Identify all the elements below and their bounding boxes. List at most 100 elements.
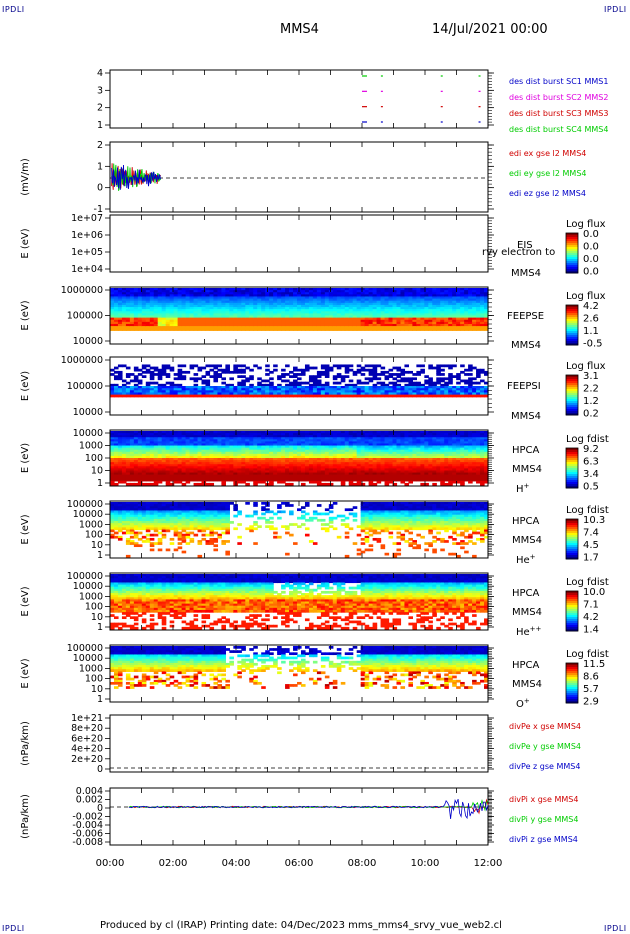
hpca_o-cbar-label: 8.6 xyxy=(583,672,599,683)
hpca_o-ytick-label: 1000 xyxy=(79,663,103,674)
hpca_he2-ytick-label: 1 xyxy=(97,622,103,633)
footer-credit: Produced by cl (IRAP) Printing date: 04/… xyxy=(100,920,502,931)
hpca_h-cbar-label: 6.3 xyxy=(583,457,599,468)
hpca_he2-cbar-cell xyxy=(566,597,578,600)
feeps_e-cbar-cell xyxy=(566,323,578,326)
edi-legend-0: edi ex gse l2 MMS4 xyxy=(509,149,586,158)
eis-cbar-cell xyxy=(566,267,578,270)
hpca_he-cbar-cell xyxy=(566,551,578,554)
hpca_o-species-label: O+ xyxy=(516,697,530,710)
hpca_he-cbar-cell xyxy=(566,521,578,524)
hpca_h-cbar-cell xyxy=(566,482,578,485)
hpca_o-cbar-cell xyxy=(566,677,578,680)
hpca_h-cbar-frame xyxy=(565,447,579,489)
hpca_he2-instrument-label: HPCA xyxy=(512,588,540,599)
edi-ytick-label: 0 xyxy=(97,183,103,194)
hpca_he-ytick-label: 1000 xyxy=(79,519,103,530)
feeps_e-cbar-cell xyxy=(566,319,578,322)
eis-cbar-cell xyxy=(566,263,578,266)
feeps_e-cbar-label: 4.2 xyxy=(583,301,599,312)
hpca_o-cbar-cell xyxy=(566,679,578,682)
feeps_e-xticks xyxy=(109,287,489,344)
divpi-ylabel: (nPa/km) xyxy=(20,794,31,839)
eis-cbar-cell xyxy=(566,265,578,268)
hpca_he-ytick-label: 10 xyxy=(91,540,103,551)
hpca_he-cbar-label: 1.7 xyxy=(583,553,599,564)
hpca_h-cbar-cell xyxy=(566,450,578,453)
corner-label-top-left: IPDLI xyxy=(2,5,25,14)
feeps_e-cbar-cell xyxy=(566,321,578,324)
hpca_h-cbar-label: 3.4 xyxy=(583,469,599,480)
feeps_e-cbar-title: Log flux xyxy=(566,291,606,302)
hpca_h-ytick-label: 10000 xyxy=(73,428,103,439)
hpca_he-xticks xyxy=(109,501,489,558)
hpca_o-cbar-cell xyxy=(566,693,578,696)
hpca_o-cbar-cell xyxy=(566,695,578,698)
feeps_e-yticks: 1000000 100000 10000 xyxy=(61,285,494,347)
feeps_e-cbar-cell xyxy=(566,309,578,312)
hpca_h-cbar-cell xyxy=(566,486,578,489)
hpca_he2-cbar-cell xyxy=(566,613,578,616)
eis-cbar-cell xyxy=(566,261,578,264)
hpca_h-cbar-label: 0.5 xyxy=(583,482,599,493)
eis-yticks: 1e+07 1e+06 1e+05 1e+04 xyxy=(71,213,494,275)
feeps_i-cbar-cell xyxy=(566,387,578,390)
feeps_e-ylabel: E (eV) xyxy=(20,300,31,330)
hpca_o-ytick-label: 10 xyxy=(91,684,103,695)
feeps_i-sc-label: MMS4 xyxy=(511,411,541,422)
edi-legend-1: edi ey gse l2 MMS4 xyxy=(509,169,587,178)
x-tick-label: 08:00 xyxy=(348,858,377,869)
divpe-ytick-label: 6e+20 xyxy=(71,733,103,744)
hpca_he2-cbar-label: 10.0 xyxy=(583,587,605,598)
feeps_i-ylabel: E (eV) xyxy=(20,371,31,401)
hpca_o-xticks xyxy=(109,645,489,702)
hpca_o-cbar-label: 11.5 xyxy=(583,659,605,670)
hpca_he-species-label: He+ xyxy=(516,553,536,566)
eis-xticks xyxy=(109,215,489,272)
divpe-ytick-label: 4e+20 xyxy=(71,744,103,755)
eis-cbar-cell xyxy=(566,257,578,260)
feeps_i-cbar-cell xyxy=(566,407,578,410)
hpca_he-cbar-cell xyxy=(566,527,578,530)
hpca_h-ylabel: E (eV) xyxy=(20,443,31,473)
hpca_he-cbar-cell xyxy=(566,533,578,536)
corner-label-top-right: IPDLI xyxy=(604,5,627,14)
divpi-ytick-label: 0.002 xyxy=(76,795,103,806)
x-tick-label: 06:00 xyxy=(285,858,314,869)
hpca_h-ytick-label: 10 xyxy=(91,466,103,477)
eis-cbar-cell xyxy=(566,253,578,256)
feeps_i-cbar-cell xyxy=(566,405,578,408)
burst-legend-1: des dist burst SC2 MMS2 xyxy=(509,93,608,102)
hpca_o-cbar-cell xyxy=(566,697,578,700)
divpi-ytick-label: -0.006 xyxy=(72,829,103,840)
x-tick-label: 12:00 xyxy=(474,858,503,869)
divpe-legend-0: divPe x gse MMS4 xyxy=(509,722,581,731)
burst-xticks xyxy=(109,70,489,128)
eis-cbar-cell xyxy=(566,271,578,274)
hpca_he2-cbar-cell xyxy=(566,615,578,618)
hpca_he-cbar-cell xyxy=(566,545,578,548)
hpca_he-ytick-label: 1 xyxy=(97,550,103,561)
feeps_i-cbar-cell xyxy=(566,377,578,380)
burst-ytick-label: 3 xyxy=(97,85,103,96)
burst-ytick-label: 1 xyxy=(97,120,103,131)
hpca_he-cbar-cell xyxy=(566,523,578,526)
eis-cbar-cell xyxy=(566,269,578,272)
edi-ytick-label: 2 xyxy=(97,140,103,151)
burst-frame xyxy=(109,69,489,129)
hpca_he2-cbar-cell xyxy=(566,593,578,596)
feeps_e-cbar-cell xyxy=(566,311,578,314)
corner-label-bottom-right: IPDLI xyxy=(604,924,627,933)
eis-instrument-label: EIS xyxy=(517,240,533,251)
hpca_he2-cbar-cell xyxy=(566,595,578,598)
feeps_i-cbar-cell xyxy=(566,413,578,416)
hpca_he-cbar-cell xyxy=(566,519,578,522)
feeps_i-cbar-cell xyxy=(566,389,578,392)
hpca_o-cbar-cell xyxy=(566,685,578,688)
feeps_i-cbar-cell xyxy=(566,385,578,388)
eis-cbar-label: 0.0 xyxy=(583,254,599,265)
x-tick-label: 04:00 xyxy=(222,858,251,869)
hpca_he-ytick-label: 10000 xyxy=(73,509,103,520)
feeps_e-cbar-cell xyxy=(566,339,578,342)
hpca_he2-cbar-cell xyxy=(566,629,578,632)
